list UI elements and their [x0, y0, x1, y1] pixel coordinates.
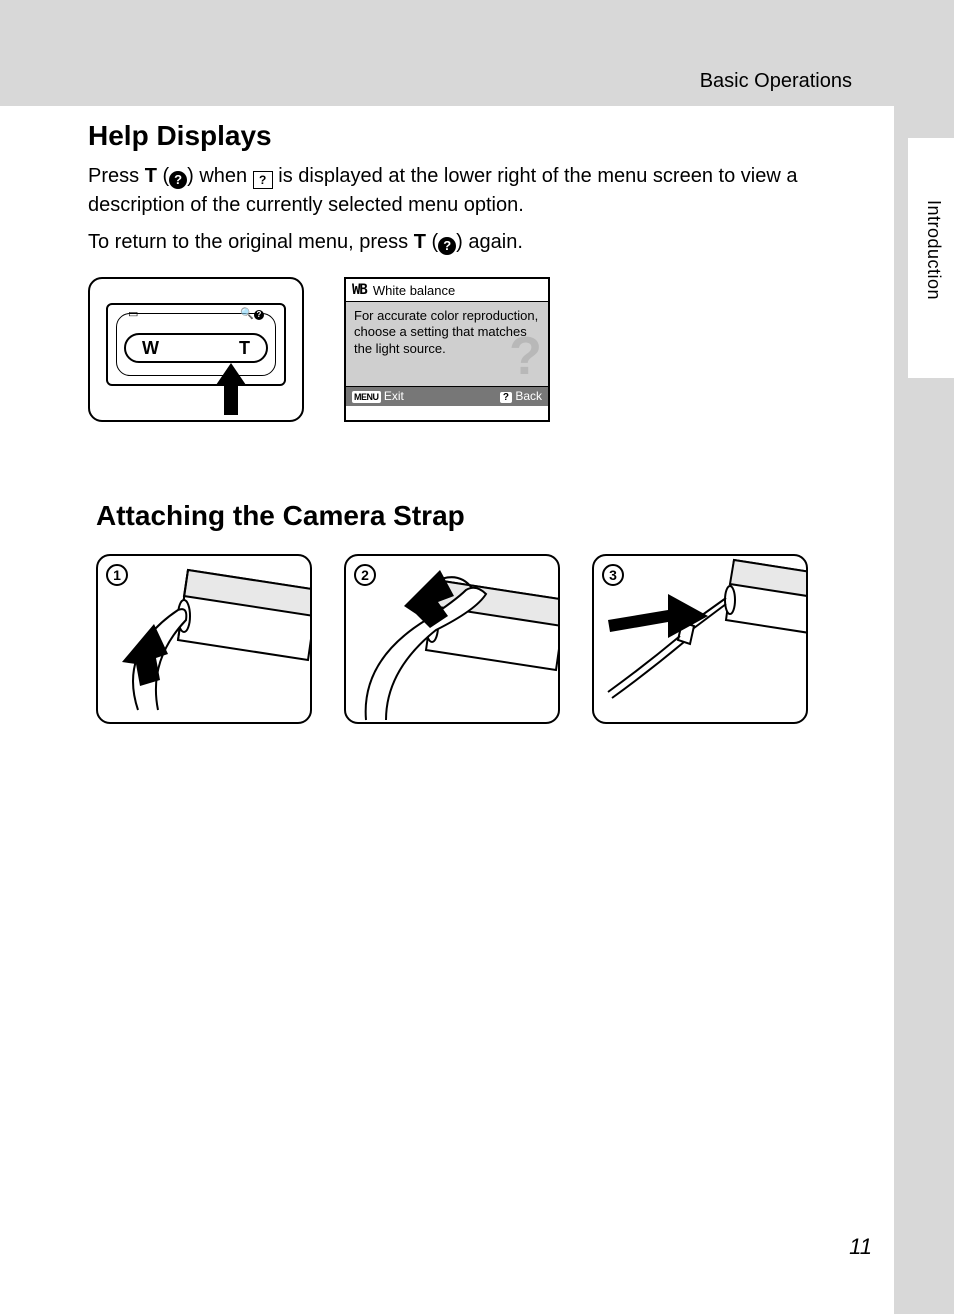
exit-label: Exit	[384, 389, 404, 403]
camera-icons: ▭ 🔍?	[128, 307, 264, 321]
strap-step-1-illustration	[98, 556, 312, 724]
help-title: Help Displays	[88, 120, 858, 152]
text: ) again.	[456, 231, 523, 253]
screen-title-bar: WB White balance	[346, 279, 548, 301]
page-number: 11	[849, 1234, 872, 1260]
text: Press	[88, 165, 145, 187]
question-mark-bg: ?	[509, 323, 542, 391]
help-paragraph-1: Press T (?) when ? is displayed at the l…	[88, 162, 858, 220]
strap-step-3-illustration	[594, 556, 808, 724]
side-tab-label: Introduction	[923, 200, 944, 300]
help-screen-mock: WB White balance For accurate color repr…	[344, 277, 550, 422]
text: ) when	[187, 165, 253, 187]
step-badge: 2	[354, 564, 376, 586]
back-control: ? Back	[500, 389, 542, 403]
strap-steps-row: 1 2	[96, 554, 866, 724]
help-displays-section: Help Displays Press T (?) when ? is disp…	[88, 120, 858, 422]
step-badge: 1	[106, 564, 128, 586]
screen-title: White balance	[373, 283, 455, 298]
strap-section: Attaching the Camera Strap 1 2	[96, 500, 866, 724]
arrow-up-icon	[216, 363, 246, 415]
w-label: W	[142, 338, 159, 359]
exit-control: MENU Exit	[352, 389, 404, 403]
strap-step-2: 2	[344, 554, 560, 724]
manual-page: Introduction Basic Operations Help Displ…	[0, 0, 954, 1314]
back-label: Back	[515, 389, 542, 403]
menu-chip: MENU	[352, 391, 381, 403]
text: To return to the original menu, press	[88, 231, 414, 253]
help-box-icon: ?	[253, 171, 273, 189]
wb-icon: WB	[352, 282, 367, 298]
zoom-help-icon: 🔍?	[240, 307, 264, 321]
strap-step-3: 3	[592, 554, 808, 724]
wide-icon: ▭	[128, 307, 138, 321]
help-icon: ?	[438, 237, 456, 255]
screen-body: For accurate color reproduction, choose …	[346, 301, 548, 387]
t-button-label: T	[414, 231, 426, 253]
t-button-label: T	[145, 165, 157, 187]
strap-title: Attaching the Camera Strap	[96, 500, 866, 532]
strap-step-2-illustration	[346, 556, 560, 724]
text: (	[426, 231, 438, 253]
text: (	[157, 165, 169, 187]
help-icon: ?	[169, 171, 187, 189]
breadcrumb: Basic Operations	[700, 70, 852, 93]
step-badge: 3	[602, 564, 624, 586]
help-paragraph-2: To return to the original menu, press T …	[88, 228, 858, 257]
camera-top-diagram: ▭ 🔍? W T	[88, 277, 304, 422]
diagrams-row: ▭ 🔍? W T WB White balance For accu	[88, 277, 858, 422]
strap-step-1: 1	[96, 554, 312, 724]
t-label: T	[239, 338, 250, 359]
zoom-rocker: W T	[124, 333, 268, 363]
q-chip: ?	[500, 392, 512, 403]
